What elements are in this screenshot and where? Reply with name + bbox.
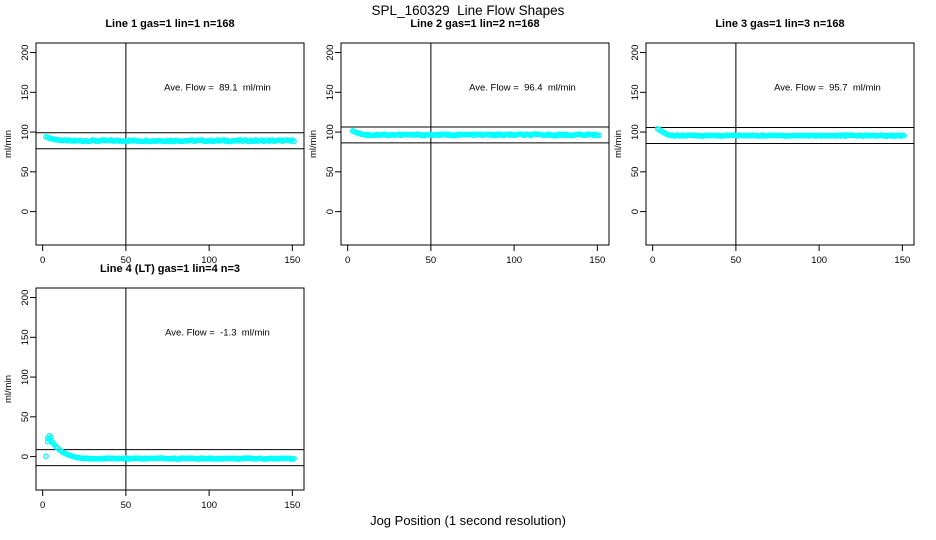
y-axis-label: ml/min xyxy=(3,130,14,158)
y-tick-label: 0 xyxy=(325,209,336,214)
x-tick-label: 50 xyxy=(426,255,437,266)
y-tick-label: 50 xyxy=(20,167,31,178)
x-tick-label: 100 xyxy=(201,500,217,511)
panel-title-line-1: Line 1 gas=1 lin=1 n=168 xyxy=(105,18,235,30)
y-axis-label: ml/min xyxy=(613,130,624,158)
plot-box xyxy=(340,42,610,246)
reference-lines xyxy=(36,43,304,245)
panel-title-line-2: Line 2 gas=1 lin=2 n=168 xyxy=(410,18,540,30)
x-tick-label: 100 xyxy=(201,255,217,266)
y-tick-label: 100 xyxy=(325,124,336,140)
x-tick-label: 0 xyxy=(40,255,45,266)
x-tick-label: 0 xyxy=(345,255,350,266)
x-axis-label: Jog Position (1 second resolution) xyxy=(370,513,566,528)
x-tick-label: 100 xyxy=(811,255,827,266)
y-axis-label: ml/min xyxy=(308,130,319,158)
axes: 0 50 100 150 0 50 100 150 200 xyxy=(325,45,605,266)
y-tick-label: 0 xyxy=(630,209,641,214)
y-tick-label: 100 xyxy=(20,124,31,140)
plot-box xyxy=(645,42,915,246)
y-tick-label: 200 xyxy=(20,45,31,61)
y-tick-label: 150 xyxy=(20,329,31,345)
x-tick-label: 150 xyxy=(894,255,910,266)
y-tick-label: 200 xyxy=(325,45,336,61)
panel-plot-line-1: 0 50 100 150 0 50 100 150 200 ml/min Ave. Flow = 8… xyxy=(3,42,305,266)
y-tick-label: 200 xyxy=(630,45,641,61)
reference-lines xyxy=(646,43,914,245)
y-tick-label: 150 xyxy=(20,84,31,100)
x-tick-label: 150 xyxy=(284,500,300,511)
panel-plot-line-3: 0 50 100 150 0 50 100 150 200 ml/min Ave. Flow = 9… xyxy=(613,42,915,266)
data-points xyxy=(349,128,602,139)
y-tick-label: 0 xyxy=(20,454,31,459)
ave-flow-annotation: Ave. Flow = 95.7 ml/min xyxy=(774,83,881,94)
x-tick-label: 150 xyxy=(284,255,300,266)
y-tick-label: 100 xyxy=(20,369,31,385)
ave-flow-annotation: Ave. Flow = 89.1 ml/min xyxy=(164,83,271,94)
y-tick-label: 50 xyxy=(325,167,336,178)
reference-lines xyxy=(341,43,609,245)
figure-title: SPL_160329 Line Flow Shapes xyxy=(371,3,565,18)
panel-plot-line-4: 0 50 100 150 0 50 100 150 200 ml/min Ave. Flow = -… xyxy=(3,287,305,511)
plot-box xyxy=(35,287,305,491)
data-points xyxy=(654,126,907,139)
x-tick-label: 50 xyxy=(121,255,132,266)
axes: 0 50 100 150 0 50 100 150 200 xyxy=(20,45,300,266)
x-tick-label: 50 xyxy=(121,500,132,511)
x-tick-label: 50 xyxy=(731,255,742,266)
y-tick-label: 50 xyxy=(20,412,31,423)
y-tick-label: 150 xyxy=(325,84,336,100)
panel-plot-line-2: 0 50 100 150 0 50 100 150 200 ml/min Ave. Flow = 9… xyxy=(308,42,610,266)
axes: 0 50 100 150 0 50 100 150 200 xyxy=(630,45,910,266)
panel-title-line-4: Line 4 (LT) gas=1 lin=4 n=3 xyxy=(99,263,241,275)
x-tick-label: 100 xyxy=(506,255,522,266)
x-tick-label: 0 xyxy=(650,255,655,266)
y-axis-label: ml/min xyxy=(3,375,14,403)
y-tick-label: 100 xyxy=(630,124,641,140)
x-tick-label: 150 xyxy=(589,255,605,266)
plot-box xyxy=(35,42,305,246)
y-tick-label: 200 xyxy=(20,290,31,306)
ave-flow-annotation: Ave. Flow = 96.4 ml/min xyxy=(469,83,576,94)
data-points xyxy=(43,133,297,145)
ave-flow-annotation: Ave. Flow = -1.3 ml/min xyxy=(165,328,270,339)
axes: 0 50 100 150 0 50 100 150 200 xyxy=(20,290,300,511)
x-tick-label: 0 xyxy=(40,500,45,511)
y-tick-label: 50 xyxy=(630,167,641,178)
y-tick-label: 0 xyxy=(20,209,31,214)
panel-title-line-3: Line 3 gas=1 lin=3 n=168 xyxy=(715,18,845,30)
data-points xyxy=(43,433,297,462)
y-tick-label: 150 xyxy=(630,84,641,100)
